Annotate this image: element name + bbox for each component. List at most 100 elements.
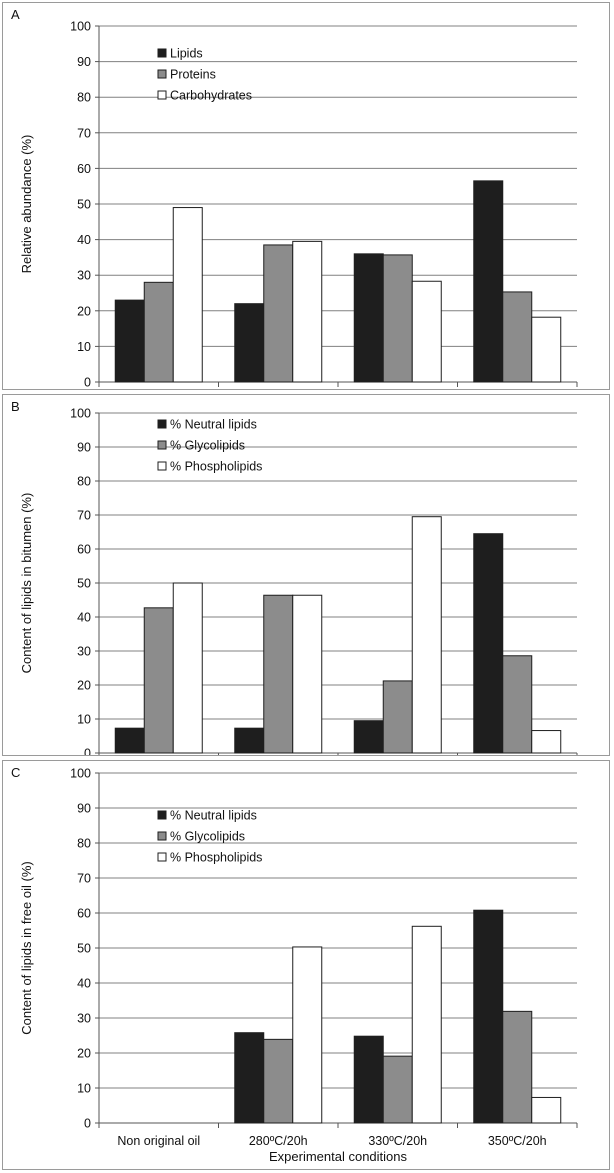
bar — [382, 1055, 413, 1124]
y-axis-label: Content of lipids in bitumen (%) — [19, 493, 34, 674]
bar — [411, 280, 442, 383]
bar — [502, 291, 533, 383]
panel-label: A — [11, 7, 20, 22]
y-tick-label: 30 — [77, 269, 91, 283]
bar — [473, 180, 504, 383]
y-tick-label: 70 — [77, 509, 91, 523]
y-tick-label: 60 — [77, 543, 91, 557]
legend-swatch — [157, 852, 167, 862]
x-tick-label: 280ºC/20h — [249, 1134, 308, 1148]
y-tick-label: 100 — [70, 20, 91, 34]
y-tick-label: 80 — [77, 91, 91, 105]
bar-chart-c: 0 10 20 30 40 50 60 70 80 90 100 Non original oil 28… — [19, 767, 578, 1164]
panel-label: C — [11, 765, 21, 780]
legend-swatch — [157, 419, 167, 429]
y-tick-label: 10 — [77, 1082, 91, 1096]
bar — [353, 253, 384, 383]
bar — [263, 594, 294, 754]
legend-label: Lipids — [170, 47, 203, 61]
legend-label: % Glycolipids — [170, 439, 245, 453]
y-tick-label: 0 — [84, 376, 91, 390]
bar — [473, 909, 504, 1124]
y-axis-label: Content of lipids in free oil (%) — [19, 861, 34, 1034]
y-tick-label: 50 — [77, 942, 91, 956]
y-tick-label: 40 — [77, 233, 91, 247]
y-tick-label: 100 — [70, 767, 91, 781]
y-tick-label: 0 — [84, 1117, 91, 1131]
legend-label: % Phospholipids — [170, 851, 262, 865]
y-tick-label: 30 — [77, 645, 91, 659]
legend-label: Proteins — [170, 68, 216, 82]
legend-label: % Glycolipids — [170, 830, 245, 844]
bar — [411, 925, 442, 1124]
y-tick-label: 50 — [77, 577, 91, 591]
bar — [292, 594, 323, 754]
legend-label: % Neutral lipids — [170, 809, 257, 823]
bar — [382, 680, 413, 754]
y-tick-label: 90 — [77, 802, 91, 816]
bar — [292, 240, 323, 383]
y-tick-label: 60 — [77, 162, 91, 176]
bar — [531, 316, 562, 383]
chart-panel-c: C 0 10 20 30 40 50 60 70 80 90 100 Non original oil… — [2, 760, 610, 1170]
bar — [411, 516, 442, 754]
bar — [143, 281, 174, 383]
legend-swatch — [157, 810, 167, 820]
y-tick-label: 60 — [77, 907, 91, 921]
bar — [234, 1032, 265, 1124]
y-tick-label: 50 — [77, 198, 91, 212]
x-tick-label: Non original oil — [117, 1134, 200, 1148]
bar — [502, 1010, 533, 1124]
y-tick-label: 20 — [77, 679, 91, 693]
x-axis-label: Experimental conditions — [269, 1149, 408, 1164]
bar-chart-b: 0102030405060708090100Unheated280ºC/20h3… — [19, 407, 578, 756]
bar — [473, 533, 504, 754]
y-tick-label: 70 — [77, 126, 91, 140]
legend-label: % Phospholipids — [170, 460, 262, 474]
bar — [292, 946, 323, 1124]
y-axis-label: Relative abundance (%) — [19, 135, 34, 274]
bar — [234, 303, 265, 383]
bar — [114, 727, 145, 754]
bar — [114, 299, 145, 383]
legend-swatch — [157, 440, 167, 450]
y-tick-label: 100 — [70, 407, 91, 421]
chart-panel-b: B 0102030405060708090100Unheated280ºC/20… — [2, 394, 610, 756]
y-tick-label: 80 — [77, 837, 91, 851]
y-tick-label: 30 — [77, 1012, 91, 1026]
legend-swatch — [157, 90, 167, 100]
bar — [143, 607, 174, 754]
y-tick-label: 20 — [77, 304, 91, 318]
y-tick-label: 90 — [77, 55, 91, 69]
x-tick-label: 350ºC/20h — [488, 1134, 547, 1148]
panel-label: B — [11, 399, 20, 414]
x-tick-label: 330ºC/20h — [368, 1134, 427, 1148]
y-tick-label: 80 — [77, 475, 91, 489]
bar — [502, 655, 533, 754]
legend-swatch — [157, 831, 167, 841]
y-tick-label: 0 — [84, 747, 91, 756]
y-tick-label: 90 — [77, 441, 91, 455]
y-tick-label: 40 — [77, 977, 91, 991]
bar — [263, 244, 294, 383]
legend-label: % Neutral lipids — [170, 418, 257, 432]
y-tick-label: 40 — [77, 611, 91, 625]
legend-swatch — [157, 69, 167, 79]
y-tick-label: 10 — [77, 713, 91, 727]
bar-chart-a: 0102030405060708090100Unheated280ºC/20h3… — [19, 20, 578, 390]
bar — [382, 254, 413, 383]
bar — [531, 1096, 562, 1124]
bar — [263, 1038, 294, 1124]
bar — [353, 720, 384, 754]
y-tick-label: 20 — [77, 1047, 91, 1061]
bar — [531, 730, 562, 754]
legend-swatch — [157, 461, 167, 471]
legend-label: Carbohydrates — [170, 89, 252, 103]
chart-panel-a: A 0102030405060708090100Unheated280ºC/20… — [2, 2, 610, 390]
bar — [234, 727, 265, 754]
bar — [172, 582, 203, 754]
bar — [353, 1035, 384, 1124]
bar — [172, 207, 203, 383]
y-tick-label: 70 — [77, 872, 91, 886]
legend-swatch — [157, 48, 167, 58]
